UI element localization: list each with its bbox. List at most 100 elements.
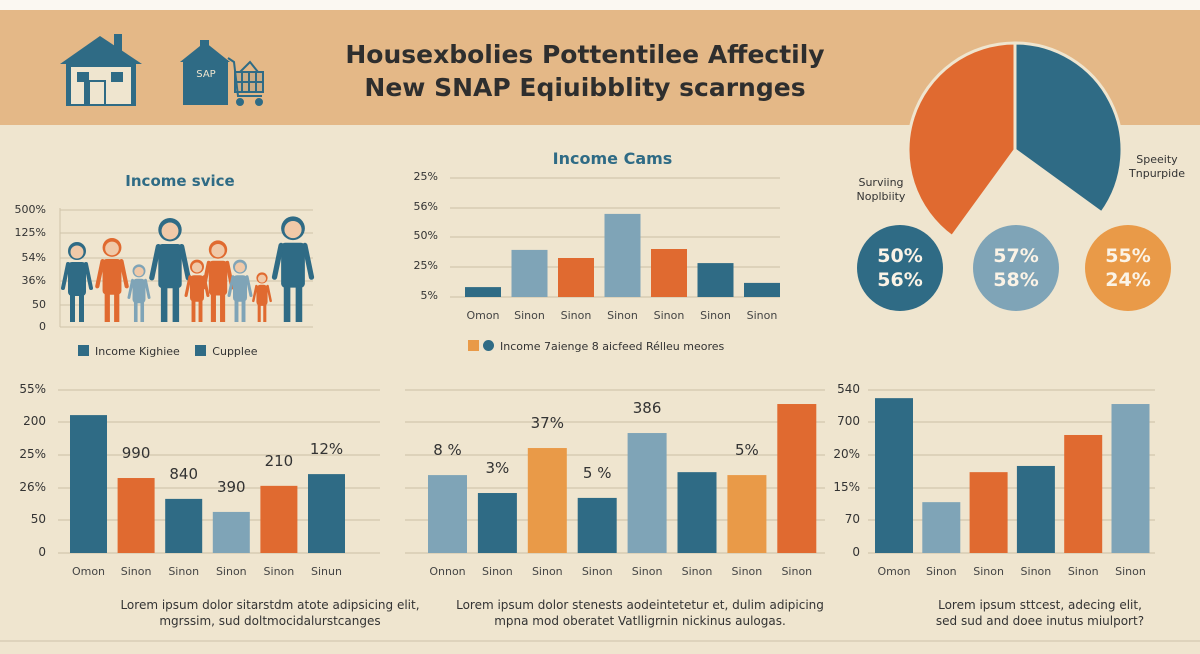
data-label: 386 — [632, 399, 662, 418]
person-arm — [271, 242, 284, 280]
x-tick-label: Sinon — [700, 309, 731, 322]
caption-line-1: Lorem ipsum dolor sitarstdm atote adipsi… — [120, 598, 420, 612]
data-label: 3% — [485, 459, 510, 478]
caption-line-1: Lorem ipsum sttcest, adecing elit, — [938, 598, 1142, 612]
bar — [70, 415, 107, 553]
stat-value: 57% — [993, 245, 1039, 267]
pie-slice — [1013, 41, 1124, 215]
stat-value: 56% — [877, 269, 923, 291]
bar — [744, 282, 780, 297]
legend-label: Income 7aienge 8 aicfeed Rélleu meores — [500, 340, 725, 353]
y-tick-label: 540 — [837, 382, 860, 396]
data-label: 990 — [121, 444, 151, 463]
person-icon — [95, 238, 129, 322]
stat-value: 58% — [993, 269, 1039, 291]
x-tick-label: Sinon — [681, 565, 713, 578]
y-tick-label: 70 — [844, 512, 860, 526]
x-tick-label: Sinun — [311, 565, 342, 578]
stat-value: 50% — [877, 245, 923, 267]
person-face — [211, 243, 225, 258]
sap-store-icon: SAP — [180, 40, 230, 105]
x-tick-label: Sinon — [781, 565, 813, 578]
bar — [651, 249, 687, 297]
person-leg — [241, 300, 246, 322]
bar — [260, 485, 298, 553]
pie-slice — [906, 41, 1017, 239]
chart1-title: Income svice — [125, 172, 235, 190]
chart2-title: Income Cams — [552, 149, 673, 168]
pie-label-left: Surviing Noplbiity — [856, 176, 906, 203]
x-tick-label: Sinon — [1067, 565, 1099, 578]
bar — [777, 404, 817, 553]
person-body — [102, 259, 122, 295]
person-body — [208, 260, 228, 296]
y-tick-label: 700 — [837, 414, 860, 428]
x-tick-label: Omon — [71, 565, 106, 578]
y-tick-label: 25% — [19, 447, 46, 461]
bar — [465, 287, 501, 297]
data-label: 37% — [530, 414, 564, 433]
bar — [627, 433, 667, 553]
x-tick-label: Sinon — [531, 565, 563, 578]
person-arm — [84, 262, 93, 290]
x-tick-label: Sinon — [653, 309, 685, 322]
caption-line-2: mpna mod oberatet Vatlligrnin nickinus a… — [494, 614, 786, 628]
data-label: 8 % — [433, 441, 462, 460]
bar — [308, 474, 345, 553]
data-label: 390 — [216, 477, 246, 496]
person-face — [257, 274, 267, 283]
y-tick-label: 0 — [852, 545, 860, 559]
x-tick-label: Sinon — [731, 565, 763, 578]
bar — [1016, 465, 1055, 553]
person-arm — [227, 275, 235, 298]
caption-line-2: sed sud and doee inutus miulport? — [935, 614, 1145, 628]
person-leg — [257, 304, 261, 322]
title-line-1: Housexbolies Pottentilee Affectily — [345, 40, 825, 69]
data-label: 5% — [734, 441, 759, 460]
caption-line-2: mgrssim, sud doltmocidalurstcanges — [159, 614, 381, 628]
legend-swatch — [483, 340, 494, 351]
x-tick-label: Sinon — [925, 565, 957, 578]
y-tick-label: 0 — [38, 545, 46, 559]
x-tick-label: Sinon — [631, 565, 663, 578]
bar — [922, 502, 961, 553]
y-tick-label: 125% — [14, 226, 46, 239]
person-arm — [184, 275, 192, 298]
x-tick-label: Sinon — [560, 309, 592, 322]
bar — [1111, 404, 1150, 553]
person-arm — [61, 262, 70, 290]
person-leg — [172, 285, 180, 322]
person-face — [161, 222, 179, 240]
bar — [604, 213, 641, 297]
y-tick-label: 500% — [14, 203, 46, 216]
person-leg — [263, 304, 267, 322]
bar — [527, 448, 567, 553]
legend-label: Income Kighiee — [95, 345, 180, 358]
title-line-2: New SNAP Eqiuibblity scarnges — [364, 73, 806, 102]
bar — [477, 493, 517, 553]
person-icon — [127, 264, 151, 322]
person-arm — [144, 278, 151, 299]
legend-swatch — [195, 345, 207, 356]
person-body — [132, 278, 146, 304]
x-tick-label: Sinon — [120, 565, 152, 578]
stat-value: 24% — [1105, 269, 1151, 291]
page-title: Housexbolies Pottentilee Affectily New S… — [300, 38, 870, 104]
y-tick-label: 36% — [21, 274, 46, 287]
person-leg — [140, 301, 145, 322]
legend-swatch — [78, 345, 89, 356]
data-label: 210 — [264, 451, 294, 470]
y-tick-label: 26% — [19, 480, 46, 494]
y-tick-label: 50 — [30, 512, 46, 526]
x-tick-label: Sinon — [1115, 565, 1146, 578]
bar — [212, 511, 250, 553]
person-arm — [252, 284, 258, 303]
bar — [558, 258, 594, 297]
y-tick-label: 15% — [833, 480, 860, 494]
person-face — [191, 262, 203, 273]
x-tick-label: Sinon — [973, 565, 1004, 578]
y-tick-label: 56% — [413, 200, 438, 213]
x-tick-label: Sinon — [746, 309, 778, 322]
stat-value: 55% — [1105, 245, 1151, 267]
